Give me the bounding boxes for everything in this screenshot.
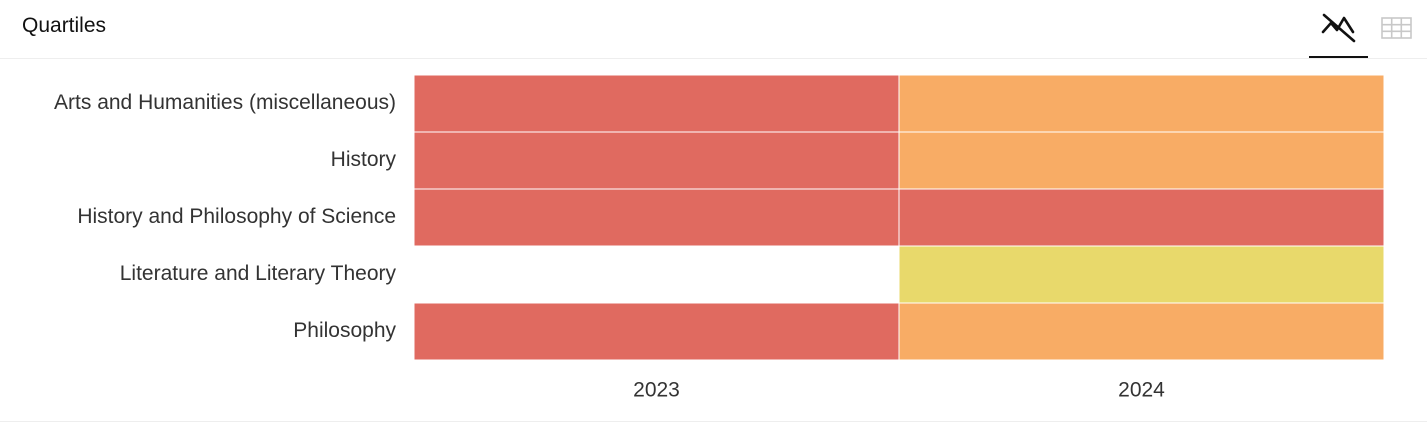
quartiles-chart-container: Arts and Humanities (miscellaneous) 2023… — [0, 59, 1427, 424]
active-view-indicator — [1309, 56, 1368, 58]
quartiles-heatmap: Arts and Humanities (miscellaneous) 2023… — [54, 74, 1385, 402]
heatmap-cell[interactable]: Philosophy 2023: Q3 — [413, 302, 900, 361]
chart-view-button[interactable] — [1310, 6, 1368, 50]
heatmap-cell[interactable]: Philosophy 2024: Q2 — [898, 302, 1385, 361]
x-tick-label: 2024 — [1118, 379, 1165, 402]
y-tick-label: History and Philosophy of Science — [77, 205, 396, 228]
heatmap-cell[interactable]: History and Philosophy of Science 2024: … — [898, 188, 1385, 247]
y-tick-label: Arts and Humanities (miscellaneous) — [54, 91, 396, 114]
heatmap-cell[interactable]: History 2023: Q3 — [413, 131, 900, 190]
y-tick-label: Literature and Literary Theory — [120, 262, 397, 285]
y-tick-label: Philosophy — [293, 319, 396, 342]
table-view-button[interactable] — [1366, 6, 1424, 50]
header: Quartiles — [0, 0, 1427, 59]
chart-view-icon — [1321, 13, 1356, 43]
x-tick-label: 2023 — [633, 379, 680, 402]
heatmap-cell[interactable]: Arts and Humanities (miscellaneous) 2024… — [898, 74, 1385, 133]
table-view-icon — [1381, 17, 1412, 39]
heatmap-cell[interactable]: Arts and Humanities (miscellaneous) 2023… — [413, 74, 900, 133]
heatmap-cell[interactable]: History and Philosophy of Science 2023: … — [413, 188, 900, 247]
heatmap-cell[interactable]: Literature and Literary Theory 2024: Q1 — [898, 245, 1385, 304]
footer-divider — [0, 421, 1427, 422]
page-title: Quartiles — [22, 14, 107, 37]
heatmap-cell[interactable]: History 2024: Q2 — [898, 131, 1385, 190]
y-tick-label: History — [331, 148, 397, 171]
